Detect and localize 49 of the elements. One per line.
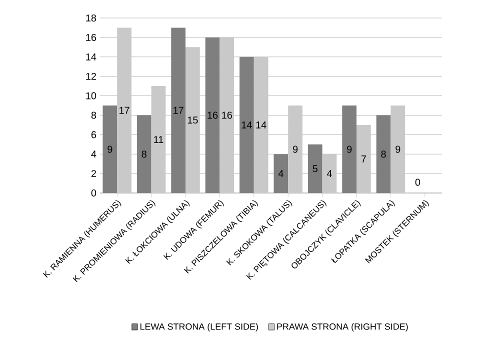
y-tick-label: 8 — [91, 112, 96, 119]
y-tick-label: 14 — [86, 53, 96, 60]
legend-label: PRAWA STRONA (RIGHT SIDE) — [277, 323, 408, 332]
bar — [151, 86, 166, 193]
data-label: 9 — [396, 146, 400, 153]
bar — [322, 154, 337, 193]
bar — [308, 144, 322, 193]
y-tick-label: 6 — [91, 131, 96, 138]
y-tick-label: 0 — [91, 189, 96, 197]
bar — [390, 106, 406, 193]
data-label: 11 — [154, 136, 164, 143]
bar — [356, 124, 371, 193]
bar — [288, 106, 302, 193]
data-label: 8 — [381, 150, 386, 158]
data-label: 14 — [242, 122, 252, 128]
bar — [186, 47, 200, 193]
legend-label: LEWA STRONA (LEFT SIDE) — [140, 323, 258, 332]
bar — [117, 28, 132, 193]
data-label: 17 — [120, 106, 130, 114]
bar — [102, 106, 118, 193]
data-label: 17 — [174, 106, 184, 114]
bar — [220, 37, 234, 193]
bar — [136, 115, 152, 193]
y-tick-label: 2 — [91, 170, 96, 178]
y-tick-label: 16 — [86, 34, 96, 41]
data-label: 7 — [361, 156, 366, 162]
data-label: 14 — [256, 122, 266, 128]
y-tick-label: 10 — [86, 92, 96, 100]
y-tick-label: 4 — [91, 150, 96, 158]
y-tick-label: 12 — [86, 72, 96, 80]
bar — [254, 56, 268, 193]
bar — [171, 28, 186, 193]
data-label: 15 — [188, 116, 198, 124]
data-label: 8 — [142, 150, 146, 158]
data-label: 16 — [208, 112, 218, 119]
y-tick-label: 18 — [86, 14, 96, 22]
bar — [240, 56, 254, 193]
data-label: 16 — [222, 112, 232, 119]
data-label: 9 — [347, 146, 352, 153]
bar — [274, 154, 288, 193]
data-label: 9 — [108, 146, 112, 153]
data-label: 4 — [326, 170, 332, 177]
bar — [376, 115, 391, 193]
bar — [205, 37, 220, 193]
data-label: 9 — [292, 146, 298, 153]
data-label: 0 — [415, 178, 420, 186]
data-label: 4 — [278, 170, 284, 177]
bar — [342, 106, 356, 193]
data-label: 5 — [312, 165, 318, 172]
